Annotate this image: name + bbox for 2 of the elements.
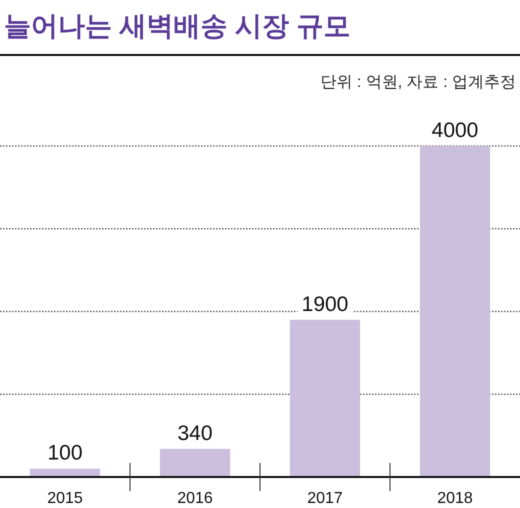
title: 늘어나는 새벽배송 시장 규모 [4,11,351,41]
subtitle: 단위 : 억원, 자료 : 업계추정 [320,74,516,91]
